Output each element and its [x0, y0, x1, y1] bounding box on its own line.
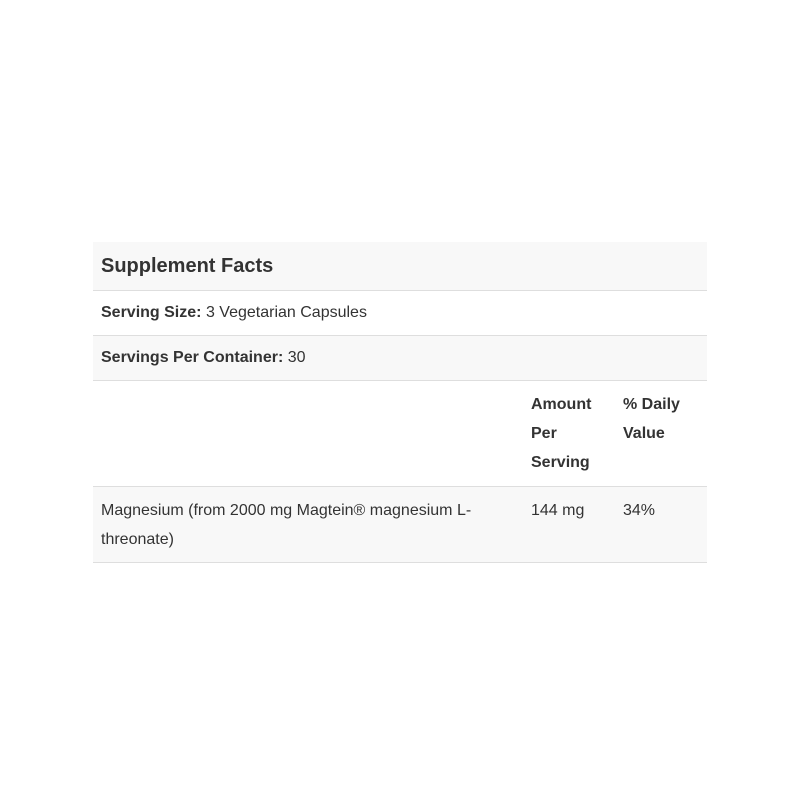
serving-size-value: 3 Vegetarian Capsules — [205, 304, 367, 321]
header-daily-value: % Daily Value — [615, 380, 707, 487]
table-title: Supplement Facts — [93, 242, 707, 291]
table-row: Magnesium (from 2000 mg Magtein® magnesi… — [93, 486, 707, 563]
serving-size-row: Serving Size: 3 Vegetarian Capsules — [93, 290, 707, 336]
servings-per-container-row: Servings Per Container: 30 — [93, 335, 707, 381]
header-blank — [93, 380, 523, 487]
header-amount: Amount Per Serving — [523, 380, 615, 487]
servings-per-container-value: 30 — [287, 349, 306, 366]
column-header-row: Amount Per Serving % Daily Value — [93, 380, 707, 487]
servings-per-container-label: Servings Per Container: — [101, 349, 284, 366]
item-amount: 144 mg — [523, 486, 615, 563]
item-name: Magnesium (from 2000 mg Magtein® magnesi… — [93, 486, 523, 563]
title-row: Supplement Facts — [93, 242, 707, 291]
supplement-facts-table: Supplement Facts Serving Size: 3 Vegetar… — [93, 242, 707, 563]
serving-size-label: Serving Size: — [101, 304, 202, 321]
item-daily-value: 34% — [615, 486, 707, 563]
